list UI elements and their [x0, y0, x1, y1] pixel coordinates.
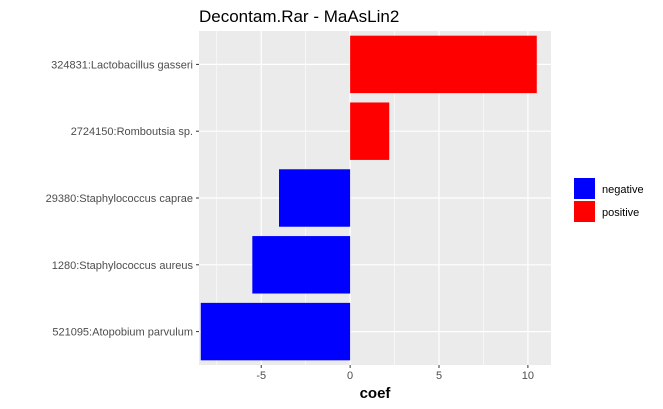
y-tick-label: 2724150:Romboutsia sp.	[71, 126, 193, 138]
y-tick-label: 324831:Lactobacillus gasseri	[51, 59, 193, 71]
bar	[350, 35, 537, 94]
y-tick-label: 521095:Atopobium parvulum	[52, 327, 193, 339]
y-tick-label: 29380:Staphylococcus caprae	[46, 193, 193, 205]
x-tick-label: 5	[436, 370, 442, 382]
x-tick-label: 10	[522, 370, 534, 382]
bar	[350, 102, 390, 160]
bar	[279, 169, 351, 227]
y-axis: 324831:Lactobacillus gasseri 2724150:Romb…	[46, 59, 199, 339]
legend-label-negative: negative	[602, 184, 644, 196]
bars	[200, 35, 537, 361]
chart-title: Decontam.Rar - MaAsLin2	[199, 7, 399, 26]
legend-key-positive	[574, 201, 595, 222]
legend: negative positive	[574, 178, 644, 222]
legend-label-positive: positive	[602, 207, 639, 219]
bar	[200, 302, 351, 361]
x-axis: -5 0 5 10	[256, 365, 534, 382]
x-axis-title: coef	[360, 385, 392, 402]
bar	[252, 236, 351, 294]
x-tick-label: -5	[256, 370, 266, 382]
x-tick-label: 0	[347, 370, 353, 382]
legend-key-negative	[574, 178, 595, 199]
y-tick-label: 1280:Staphylococcus aureus	[52, 260, 194, 272]
